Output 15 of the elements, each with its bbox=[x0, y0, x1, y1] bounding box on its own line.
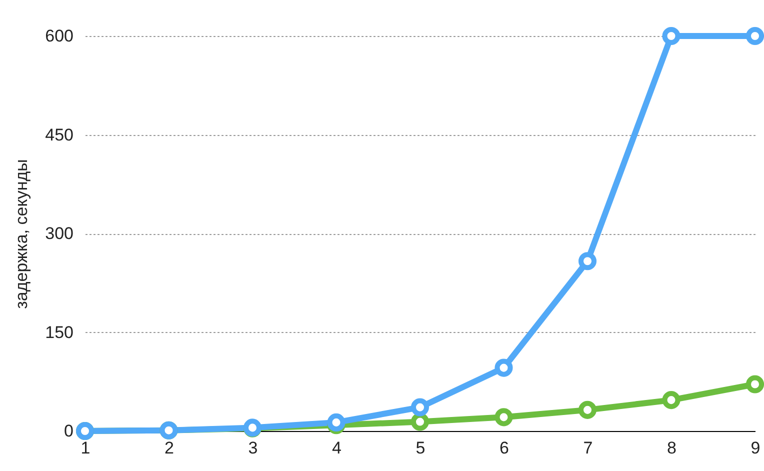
x-tick-label: 9 bbox=[750, 438, 760, 458]
x-tick-label: 8 bbox=[667, 438, 676, 458]
x-tick-label: 2 bbox=[164, 438, 174, 458]
x-tick-label: 4 bbox=[332, 438, 342, 458]
x-tick-label: 1 bbox=[80, 438, 90, 458]
y-tick-label: 450 bbox=[45, 125, 74, 144]
y-tick-label: 600 bbox=[45, 26, 74, 46]
y-tick-label: 300 bbox=[45, 224, 74, 243]
x-tick-label: 5 bbox=[416, 438, 426, 458]
y-tick-label: 150 bbox=[45, 322, 74, 342]
x-tick-label: 3 bbox=[248, 438, 258, 458]
y-axis-title: задержка, секунды bbox=[12, 159, 32, 309]
x-tick-label: 7 bbox=[583, 438, 593, 458]
x-tick-label: 6 bbox=[500, 438, 509, 458]
y-tick-label: 0 bbox=[64, 422, 74, 440]
